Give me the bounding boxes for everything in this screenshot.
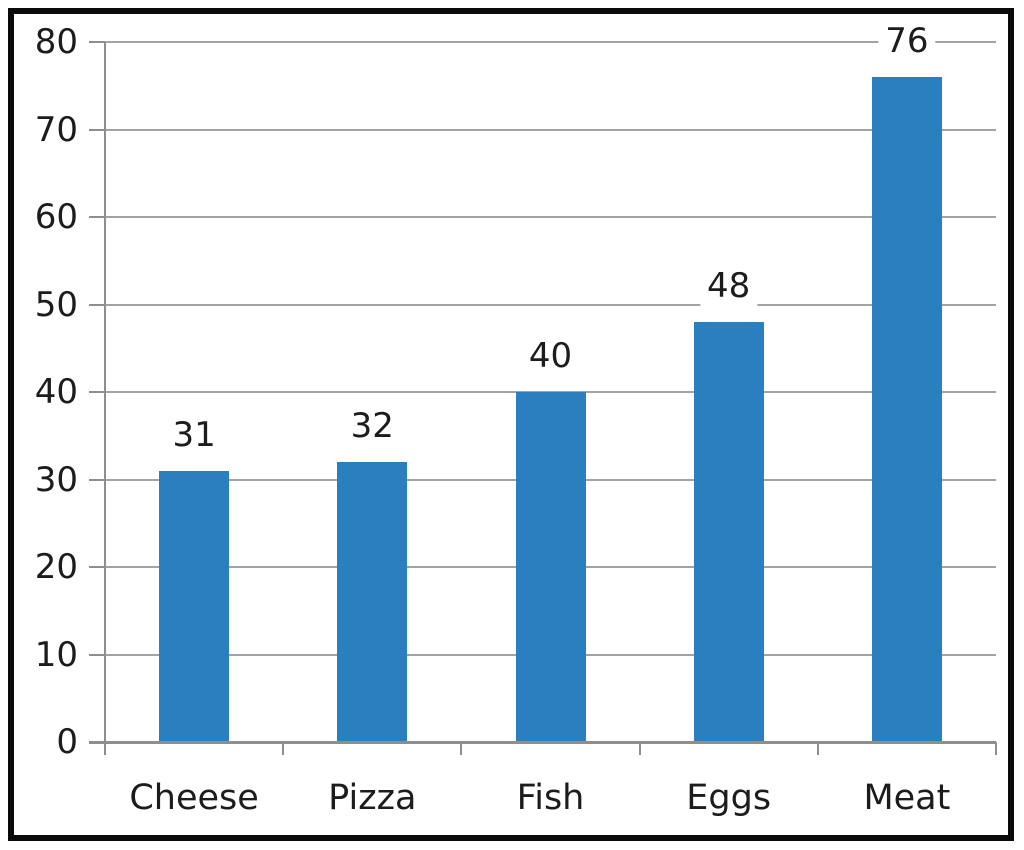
x-axis-tick-5: [995, 742, 997, 755]
y-axis-tick-10: [89, 653, 105, 656]
bar-value-label-pizza: 32: [343, 406, 401, 446]
y-axis-line: [104, 42, 106, 755]
x-axis-line: [89, 741, 996, 744]
bar-cheese: [159, 470, 230, 742]
bar-pizza: [337, 462, 408, 742]
y-tick-label-50: 50: [34, 284, 78, 325]
y-axis-tick-80: [89, 41, 105, 43]
x-axis-tick-0: [104, 742, 106, 755]
bar-value-label-meat: 76: [878, 21, 936, 61]
y-tick-label-70: 70: [34, 109, 78, 150]
x-axis-tick-3: [638, 742, 641, 755]
gridline-50: [105, 303, 996, 306]
bar-value-label-fish: 40: [521, 336, 580, 376]
bar-meat: [871, 77, 942, 742]
y-tick-label-60: 60: [34, 197, 78, 237]
x-axis-tick-4: [816, 742, 819, 755]
x-category-label-meat: Meat: [863, 778, 951, 818]
x-axis-tick-2: [460, 742, 463, 755]
y-axis-tick-40: [89, 391, 105, 393]
x-category-label-cheese: Cheese: [129, 778, 259, 818]
x-category-label-pizza: Pizza: [328, 778, 417, 818]
y-axis-tick-30: [89, 478, 105, 481]
y-axis-tick-70: [89, 128, 105, 131]
x-category-label-fish: Fish: [516, 778, 585, 818]
y-axis-tick-60: [89, 216, 105, 218]
gridline-80: [105, 41, 996, 43]
y-axis-tick-20: [89, 566, 105, 568]
bar-fish: [515, 392, 586, 742]
y-tick-label-20: 20: [34, 547, 78, 587]
bar-value-label-eggs: 48: [700, 266, 758, 306]
y-tick-label-10: 10: [34, 634, 78, 675]
y-tick-label-40: 40: [34, 372, 78, 412]
gridline-70: [105, 128, 996, 131]
y-tick-label-80: 80: [34, 22, 78, 62]
bar-eggs: [693, 322, 764, 742]
x-axis-tick-1: [282, 742, 285, 755]
y-tick-label-30: 30: [34, 459, 78, 500]
x-category-label-eggs: Eggs: [686, 778, 772, 818]
y-axis-tick-50: [89, 303, 105, 306]
y-tick-label-0: 0: [56, 722, 78, 762]
bar-value-label-cheese: 31: [165, 414, 223, 455]
gridline-60: [105, 216, 996, 218]
